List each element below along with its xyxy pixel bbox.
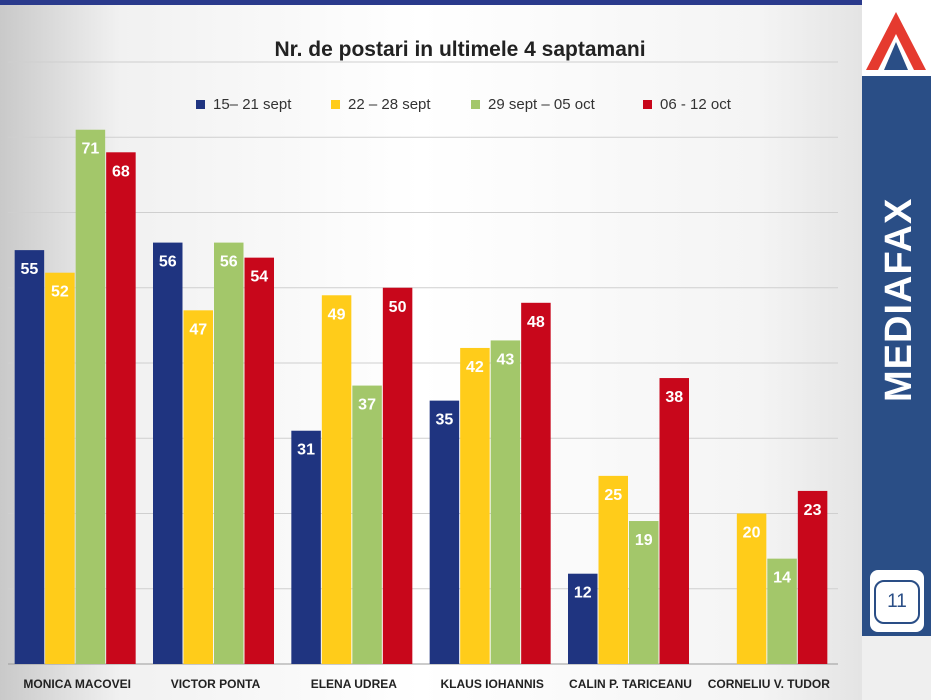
legend-label: 15– 21 sept xyxy=(213,96,292,113)
bar xyxy=(382,287,413,664)
bar xyxy=(214,242,244,664)
bar xyxy=(736,513,767,664)
data-label: 55 xyxy=(21,261,39,278)
x-tick-label: ELENA UDREA xyxy=(311,677,398,691)
bar xyxy=(598,475,628,664)
bar xyxy=(244,257,274,664)
bar xyxy=(521,302,551,664)
data-label: 52 xyxy=(51,284,69,301)
data-label: 37 xyxy=(358,397,376,414)
data-label: 14 xyxy=(773,570,791,587)
data-label: 48 xyxy=(527,314,545,331)
sidebar-footer xyxy=(862,636,931,700)
bar xyxy=(321,295,352,664)
bar xyxy=(629,521,659,664)
data-label: 23 xyxy=(804,502,822,519)
data-label: 25 xyxy=(604,487,622,504)
data-label: 71 xyxy=(82,141,100,158)
bar xyxy=(45,272,75,664)
data-label: 38 xyxy=(665,389,683,406)
bar xyxy=(106,152,136,665)
x-tick-label: MONICA MACOVEI xyxy=(23,677,131,691)
bar xyxy=(460,347,490,664)
bar xyxy=(429,400,460,664)
data-label: 54 xyxy=(250,269,268,286)
bar xyxy=(14,250,45,664)
bar xyxy=(568,573,598,664)
bar-chart: Nr. de postari in ultimele 4 saptamani 1… xyxy=(8,38,838,691)
bar xyxy=(767,558,797,664)
bar xyxy=(659,378,689,664)
bar xyxy=(291,430,321,664)
data-label: 49 xyxy=(328,306,346,323)
brand-sidebar: MEDIAFAX 11 xyxy=(862,0,931,700)
data-label: 50 xyxy=(389,299,407,316)
x-tick-label: VICTOR PONTA xyxy=(171,677,261,691)
x-tick-label: KLAUS IOHANNIS xyxy=(440,677,543,691)
data-label: 56 xyxy=(159,254,177,271)
brand-band xyxy=(862,76,931,636)
data-label: 20 xyxy=(743,525,761,542)
chart-grid xyxy=(8,61,838,665)
legend-label: 22 – 28 sept xyxy=(348,96,431,113)
data-label: 68 xyxy=(112,163,130,180)
mediafax-logo-icon xyxy=(866,12,926,70)
chart-legend: 15– 21 sept 22 – 28 sept 29 sept – 05 oct 0… xyxy=(196,96,732,113)
logo-area xyxy=(862,0,931,76)
chart-bars xyxy=(14,129,828,665)
data-label: 47 xyxy=(189,321,207,338)
bar xyxy=(75,129,106,665)
data-label: 42 xyxy=(466,359,484,376)
legend-label: 06 - 12 oct xyxy=(660,96,732,113)
chart-data-labels: 55 52 71 68 56 47 56 54 31 49 37 50 35 42 43 48 12 25 19 38… xyxy=(21,141,822,602)
data-label: 12 xyxy=(574,585,592,602)
bar xyxy=(490,340,521,664)
page-number: 11 xyxy=(874,580,920,624)
legend-swatch xyxy=(643,100,652,109)
x-tick-label: CORNELIU V. TUDOR xyxy=(708,677,831,691)
data-label: 19 xyxy=(635,532,653,549)
bar xyxy=(797,490,828,664)
bar xyxy=(153,242,183,664)
brand-name: MEDIAFAX xyxy=(878,197,920,402)
data-label: 35 xyxy=(436,412,454,429)
data-label: 56 xyxy=(220,254,238,271)
bar xyxy=(352,385,382,664)
legend-swatch xyxy=(471,100,480,109)
data-label: 31 xyxy=(297,442,315,459)
x-tick-label: CALIN P. TARICEANU xyxy=(569,677,692,691)
bar xyxy=(183,310,213,664)
legend-swatch xyxy=(331,100,340,109)
top-border xyxy=(0,0,862,5)
chart-x-tick-labels: MONICA MACOVEI VICTOR PONTA ELENA UDREA KLA… xyxy=(23,677,830,691)
legend-label: 29 sept – 05 oct xyxy=(488,96,596,113)
data-label: 43 xyxy=(497,351,515,368)
legend-swatch xyxy=(196,100,205,109)
chart-title: Nr. de postari in ultimele 4 saptamani xyxy=(274,38,645,61)
